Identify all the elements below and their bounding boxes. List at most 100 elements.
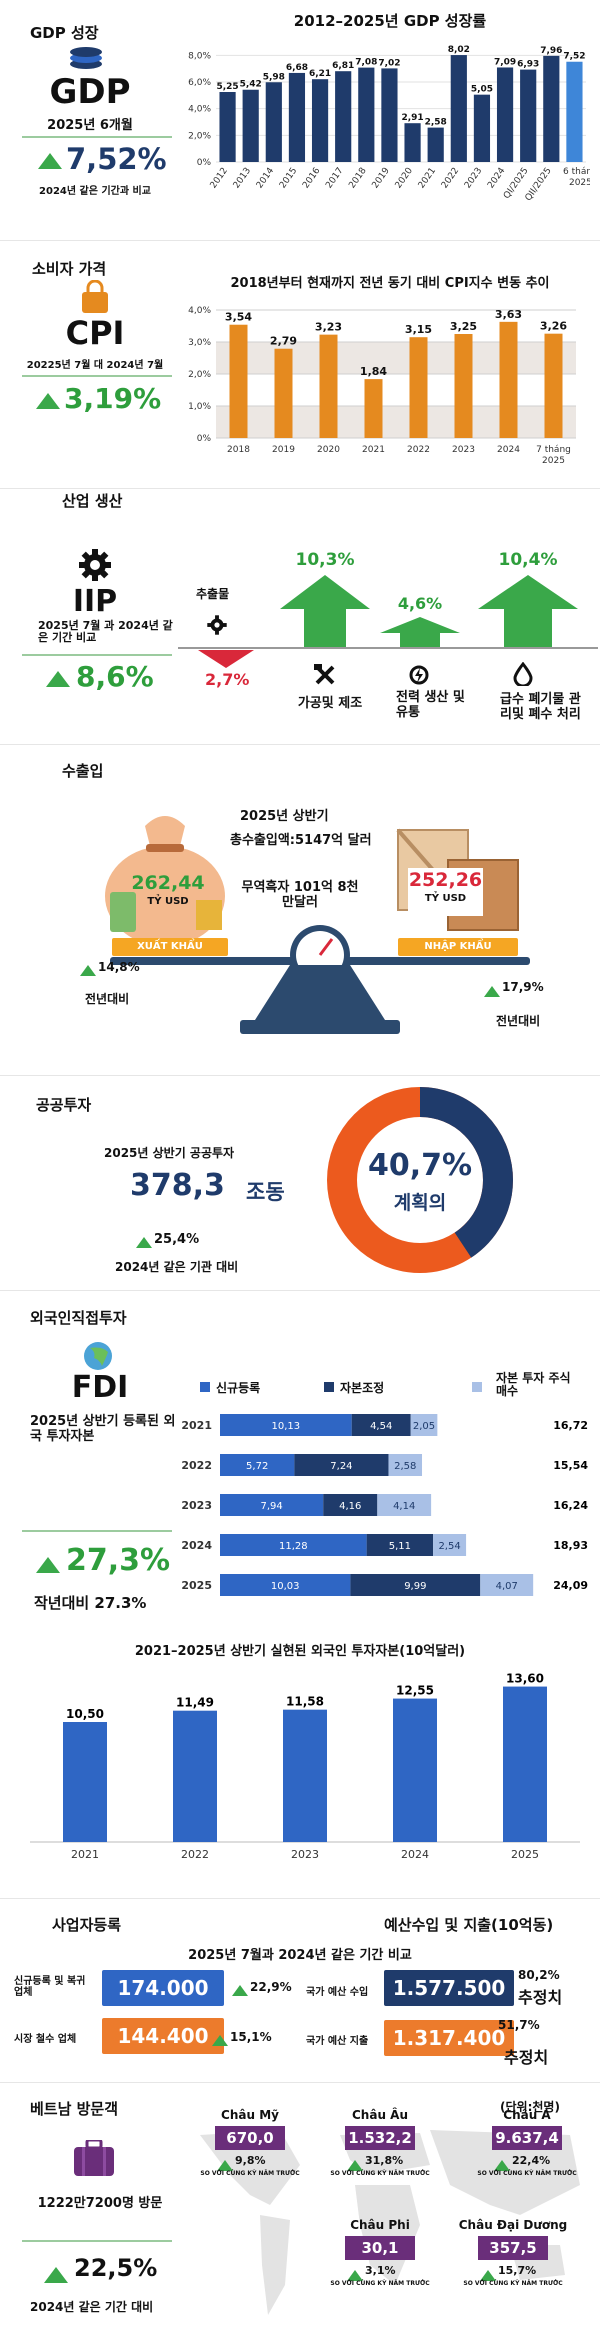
business-row-exit-label: 시장 철수 업체 xyxy=(14,2034,77,2045)
gdp-up-arrow-icon xyxy=(38,150,62,169)
gdp-bar xyxy=(543,55,560,162)
public-invest-up-arrow-icon xyxy=(136,1232,152,1251)
gdp-xtick: 2018 xyxy=(347,166,368,191)
region-note: SO VỚI CÙNG KỲ NĂM TRƯỚC xyxy=(330,2280,430,2287)
fdi-header: 외국인직접투자 xyxy=(30,1309,127,1327)
export-label: XUẤT KHẨU xyxy=(112,938,228,956)
realized-bar xyxy=(283,1709,327,1842)
cpi-ytick: 3,0% xyxy=(188,338,211,348)
business-exit-up-arrow-icon xyxy=(212,2030,228,2049)
public-invest-header: 공공투자 xyxy=(36,1096,92,1114)
fdi-segment-label: 4,16 xyxy=(339,1501,361,1512)
public-invest-compare: 2024년 같은 기관 대비 xyxy=(115,1260,239,1274)
realized-xtick: 2024 xyxy=(401,1848,429,1861)
region-up-arrow-icon xyxy=(494,2155,510,2174)
cpi-bar xyxy=(499,321,518,438)
gdp-value-label: 2,58 xyxy=(425,118,447,128)
iip-period: 2025년 7월 과 2024년 같은 기간 비교 xyxy=(38,619,173,644)
cpi-bar xyxy=(409,337,428,438)
fdi-up-arrow-icon xyxy=(36,1554,60,1573)
balance-scale-icon xyxy=(110,915,530,1040)
import-value: 252,26 xyxy=(408,869,483,891)
fdi-segment-label: 7,24 xyxy=(330,1461,352,1472)
fdi-segment xyxy=(220,1574,351,1596)
public-invest-donut xyxy=(327,1087,513,1273)
gdp-bar xyxy=(496,67,514,162)
cpi-bar xyxy=(544,333,563,438)
gdp-value-label: 6,81 xyxy=(332,61,354,71)
gdp-value-label: 7,52 xyxy=(563,52,585,62)
fdi-total-label: 18,93 xyxy=(553,1539,588,1552)
cpi-value-label: 1,84 xyxy=(360,365,387,378)
fdi-total-label: 15,54 xyxy=(553,1459,588,1472)
gdp-value-label: 5,05 xyxy=(471,85,493,95)
region-value: 9.637,4 xyxy=(492,2126,562,2150)
gdp-value-label: 5,25 xyxy=(216,82,238,92)
region-note: SO VỚI CÙNG KỲ NĂM TRƯỚC xyxy=(477,2170,577,2177)
fdi-segment xyxy=(220,1534,367,1556)
gdp-bar xyxy=(335,71,352,162)
coin-icon xyxy=(66,44,106,70)
gdp-change: 7,52% xyxy=(66,142,167,176)
gdp-value-label: 6,68 xyxy=(286,63,308,73)
gdp-chart: 0% 2,0% 4,0% 6,0% 8,0% 5,25 2012 5,42 2013 5,98 20… xyxy=(188,45,590,203)
fdi-segment xyxy=(220,1454,295,1476)
gdp-xtick: 2017 xyxy=(324,166,345,190)
crates-icon xyxy=(388,820,528,950)
budget-row-expense-value: 1.317.400 xyxy=(384,2020,514,2056)
region-up-arrow-icon xyxy=(217,2155,233,2174)
fdi-change: 27,3% xyxy=(66,1543,171,1578)
gdp-xtick: 2014 xyxy=(255,166,276,191)
cpi-bar xyxy=(319,334,338,438)
region-note: SO VỚI CÙNG KỲ NĂM TRƯỚC xyxy=(330,2170,430,2177)
cpi-xtick: 2022 xyxy=(407,445,430,455)
down-arrow-icon xyxy=(198,650,254,668)
fdi-stacked-chart: 2021 10,13 4,54 2,05 16,72 2022 5,72 7,24 2,58 15… xyxy=(181,1414,588,1596)
cpi-value-label: 3,26 xyxy=(540,320,567,333)
cpi-xtick: 2019 xyxy=(272,445,295,455)
cpi-xtick: 2023 xyxy=(452,445,475,455)
fdi-segment xyxy=(480,1574,534,1596)
tourism-unit: (단위:천명) xyxy=(500,2100,560,2114)
cpi-xtick-line2: 2025 xyxy=(542,456,565,466)
cpi-ytick: 2,0% xyxy=(188,370,211,380)
water-drop-icon xyxy=(512,661,534,690)
fdi-year-label: 2022 xyxy=(181,1459,212,1472)
fdi-segment xyxy=(323,1494,378,1516)
fdi-label: FDI xyxy=(71,1370,129,1405)
realized-value-label: 10,50 xyxy=(66,1707,104,1721)
cpi-ytick: 0% xyxy=(197,434,212,444)
legend-swatch-shares xyxy=(472,1382,482,1392)
realized-chart-title: 2021–2025년 상반기 실현된 외국인 투자자본(10억달러) xyxy=(134,1644,466,1659)
globe-icon xyxy=(82,1340,114,1372)
iip-sector-extraction-value: 2,7% xyxy=(205,670,250,689)
region-up-arrow-icon xyxy=(480,2265,496,2284)
gdp-bar xyxy=(473,94,491,162)
gdp-value-label: 8,02 xyxy=(448,45,470,55)
public-invest-value: 378,3 xyxy=(130,1168,225,1203)
legend-swatch-adjust xyxy=(324,1382,334,1392)
gdp-bar xyxy=(427,127,444,162)
fdi-year-label: 2024 xyxy=(181,1539,212,1552)
gdp-xtick: 2021 xyxy=(417,166,438,190)
gdp-value-label: 7,96 xyxy=(540,46,562,56)
cpi-xtick: 2018 xyxy=(227,445,250,455)
fdi-segment-label: 4,54 xyxy=(370,1421,392,1432)
region-name: Châu Âu xyxy=(352,2108,408,2122)
gdp-bar xyxy=(450,55,467,162)
cpi-header: 소비자 가격 xyxy=(32,260,107,278)
fdi-year-label: 2021 xyxy=(181,1419,212,1432)
trade-total: 총수출입액:5147억 달러 xyxy=(230,833,372,848)
gdp-value-label: 2,91 xyxy=(401,113,423,123)
gdp-xtick: 2013 xyxy=(232,166,253,190)
gdp-bar xyxy=(288,72,306,162)
region-value: 30,1 xyxy=(345,2236,415,2260)
cpi-ytick: 4,0% xyxy=(188,306,211,316)
gdp-xtick: 2024 xyxy=(486,166,507,191)
fdi-segment-label: 9,99 xyxy=(404,1581,426,1592)
region-note: SO VỚI CÙNG KỲ NĂM TRƯỚC xyxy=(200,2170,300,2177)
budget-row-expense-pct: 51,7% xyxy=(498,2018,540,2032)
suitcase-icon xyxy=(74,2138,114,2176)
fdi-segment-label: 10,03 xyxy=(271,1581,300,1592)
fdi-segment-label: 7,94 xyxy=(260,1501,282,1512)
